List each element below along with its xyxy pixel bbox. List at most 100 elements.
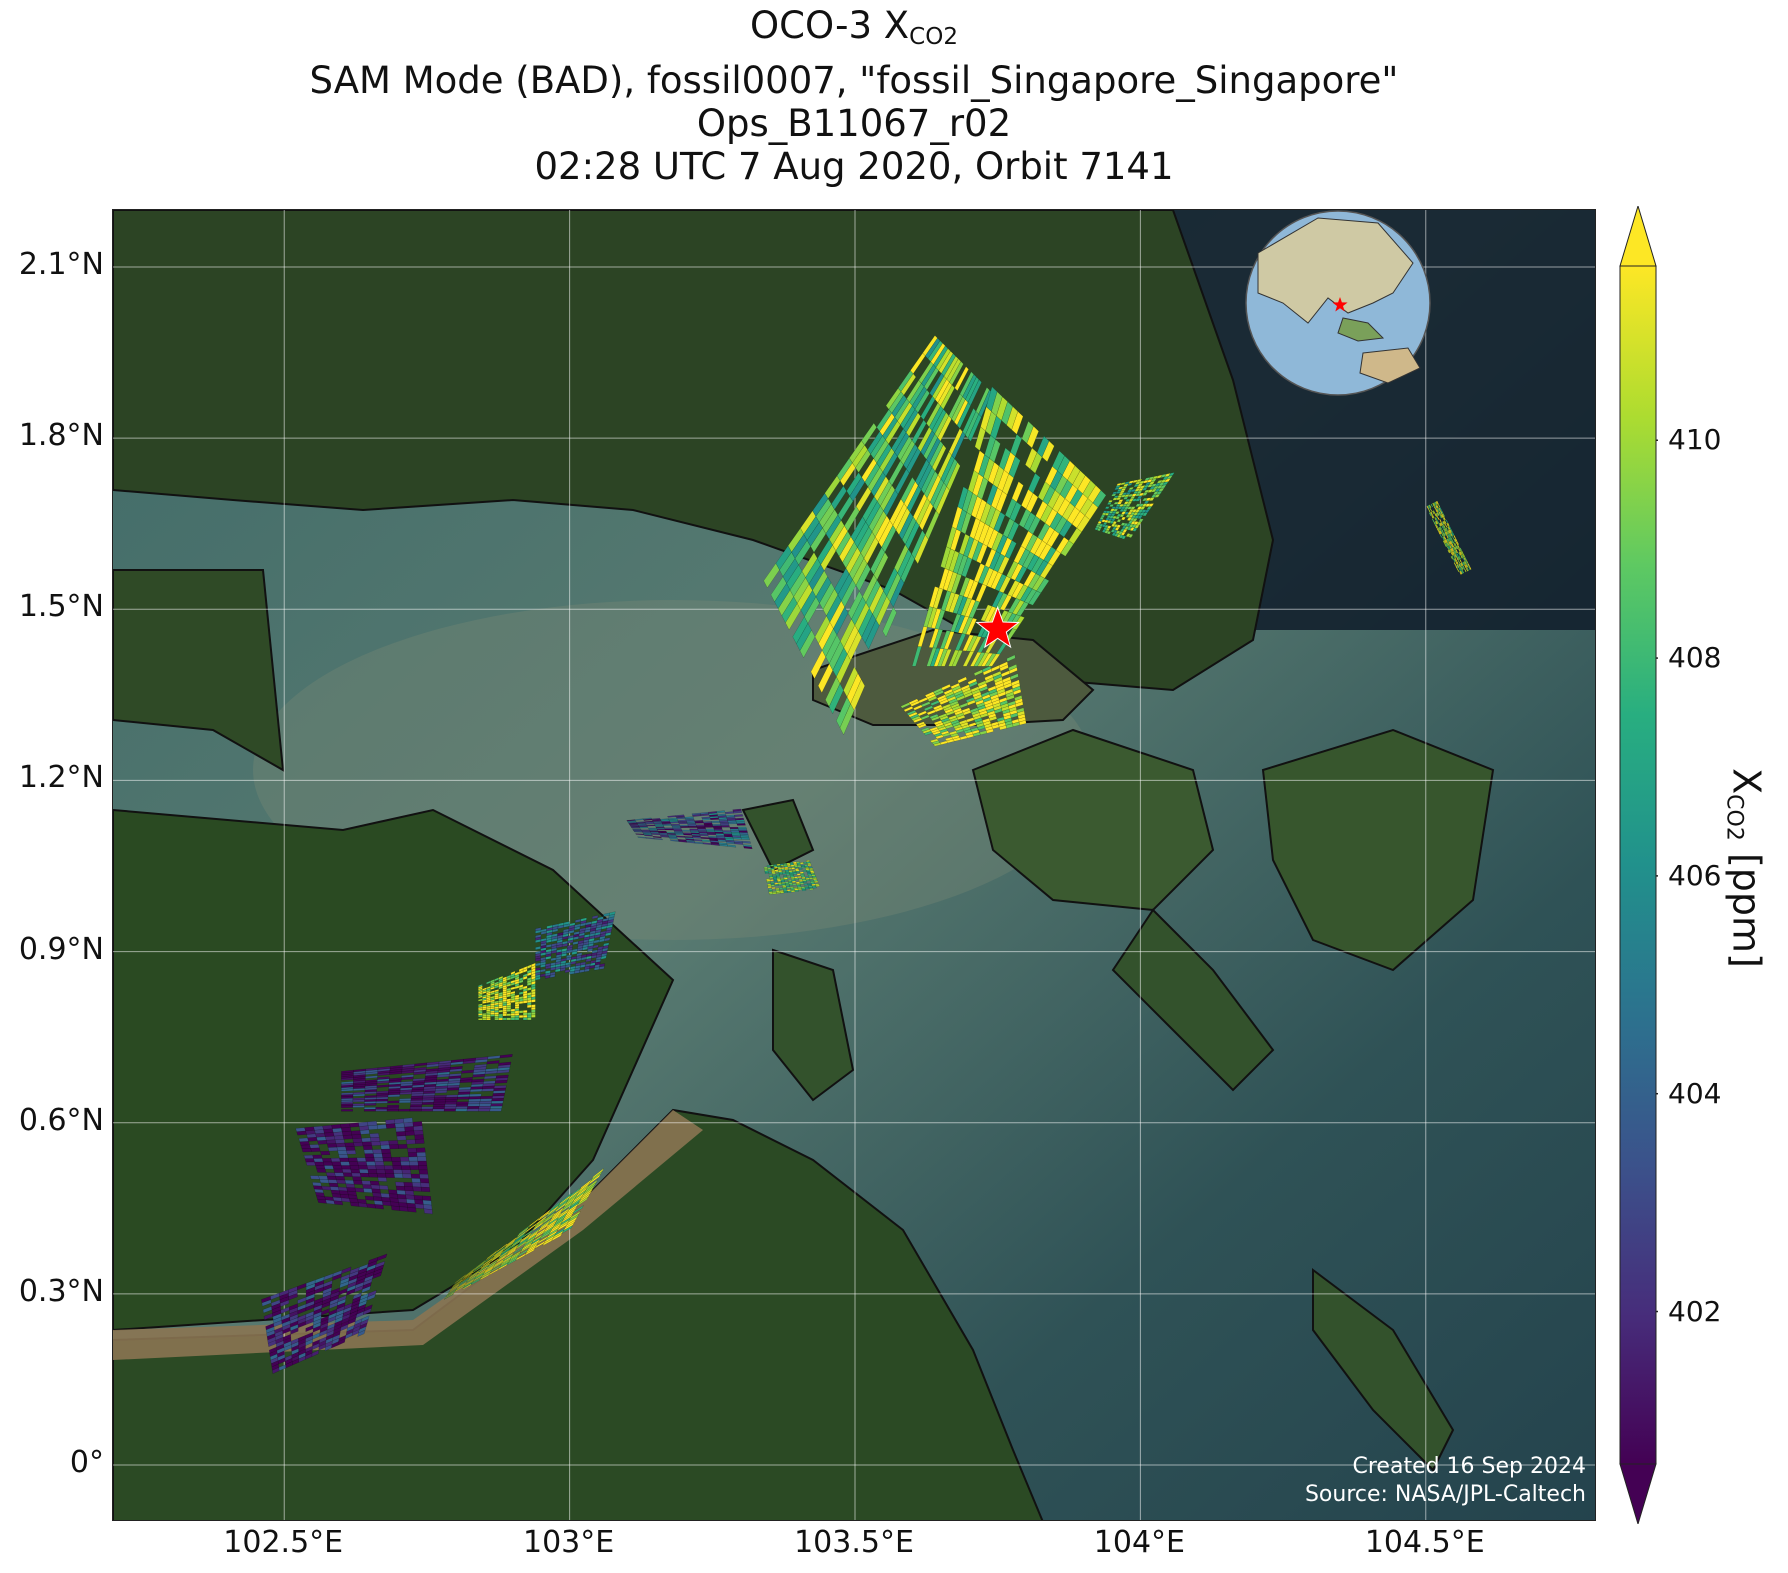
xco2-footprint [364,1091,377,1095]
xco2-footprint [1142,512,1149,517]
xco2-footprint [413,1129,424,1136]
xco2-footprint [1092,489,1107,508]
xco2-footprint [815,884,821,887]
xco2-footprint [769,864,775,867]
xco2-footprint [1126,482,1133,487]
xco2-footprint [383,1165,394,1170]
karimun-island [741,798,815,872]
xco2-footprint [1468,565,1472,571]
xco2-footprint [387,1094,401,1098]
xco2-footprint [336,1146,347,1152]
xco2-footprint [486,1017,491,1021]
xco2-footprint [478,1108,491,1112]
xco2-footprint [701,818,712,821]
xco2-footprint [340,1161,351,1166]
xco2-footprint [917,723,928,729]
sounding-group-target-swath-northeast [1094,472,1176,540]
xco2-footprint [1148,497,1155,501]
xco2-footprint [288,1293,298,1301]
xco2-footprint [522,1000,528,1004]
xco2-footprint [489,1108,502,1112]
xco2-footprint [352,1105,365,1108]
xco2-footprint [358,1165,369,1170]
xco2-footprint [1041,440,1055,463]
xco2-footprint [407,1152,418,1158]
xco2-footprint [727,821,738,825]
xco2-footprint [514,1017,520,1021]
xco2-footprint [526,1017,532,1021]
xco2-footprint [483,1075,497,1080]
xco2-footprint [352,1093,366,1097]
xco2-footprint [709,817,720,821]
xco2-footprint [699,834,709,837]
xco2-footprint [455,1106,468,1110]
xco2-footprint [791,880,797,883]
lon-tick-label: 103°E [523,1525,615,1560]
xco2-footprint [307,1137,318,1142]
xco2-footprint [364,1103,377,1106]
xco2-footprint [645,822,655,825]
lon-tick-label: 103.5°E [794,1525,914,1560]
xco2-footprint [415,1147,426,1153]
xco2-footprint [411,1182,422,1188]
xco2-footprint [1015,701,1024,708]
sounding-group-target-swath-west [763,335,993,736]
xco2-footprint [932,628,944,649]
xco2-footprint [408,1156,419,1162]
xco2-footprint [418,1165,428,1171]
xco2-footprint [432,1108,445,1112]
sounding-group-mid-scatter [626,808,753,850]
xco2-footprint [506,1009,512,1012]
xco2-footprint [478,1103,492,1107]
xco2-footprint [347,1157,358,1162]
xco2-footprint [768,892,774,895]
xco2-footprint [794,889,800,892]
colorbar-extend-high [1619,206,1657,267]
xco2-footprint [341,1109,354,1112]
xco2-footprint [740,837,751,841]
xco2-footprint [946,461,961,491]
sounding-group-river-north-b [478,962,536,1021]
xco2-footprint [385,1123,396,1129]
xco2-footprint [375,1165,386,1170]
xco2-footprint [342,1172,353,1177]
xco2-footprint [389,1144,399,1150]
xco2-footprint [410,1102,423,1106]
xco2-footprint [850,678,866,711]
xco2-footprint [736,823,746,826]
xco2-footprint [341,1088,354,1092]
xco2-footprint [518,1010,524,1014]
xco2-footprint [341,1168,352,1174]
xco2-footprint [382,1157,393,1162]
xco2-footprint [327,1179,338,1184]
map-panel [112,209,1596,1521]
xco2-footprint [674,833,685,836]
xco2-footprint [339,1157,350,1163]
river-channel [113,1110,703,1360]
xco2-footprint [325,1172,336,1177]
xco2-footprint [362,1145,373,1151]
xco2-footprint [407,1147,417,1153]
colorbar-gradient [1619,265,1657,1465]
xco2-footprint [362,1188,373,1193]
xco2-footprint [985,728,994,734]
xco2-footprint [363,1109,376,1112]
xco2-footprint [395,1181,405,1187]
xco2-footprint [467,1103,480,1107]
xco2-footprint [769,879,775,882]
xco2-footprint [402,1173,412,1179]
xco2-footprint [522,1017,528,1021]
xco2-footprint [409,1104,423,1108]
xco2-footprint [421,1101,435,1105]
xco2-footprint [783,878,789,882]
xco2-footprint [741,840,752,844]
xco2-footprint [664,828,675,831]
xco2-footprint [720,825,731,828]
xco2-footprint [467,1106,480,1110]
xco2-footprint [455,1103,469,1107]
xco2-footprint [444,1106,457,1110]
xco2-footprint [370,1136,381,1142]
xco2-footprint [420,1108,434,1112]
xco2-footprint [510,1015,516,1019]
xco2-footprint [767,886,773,889]
